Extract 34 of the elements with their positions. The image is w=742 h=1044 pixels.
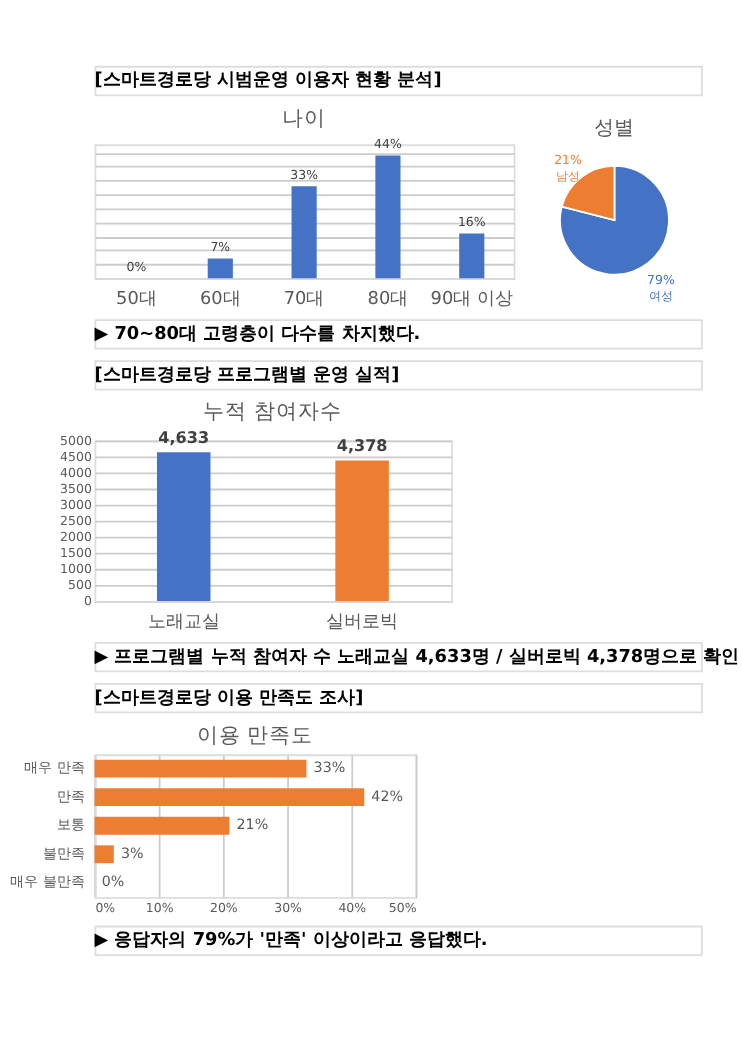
y-tick-label: 만족 <box>56 786 85 805</box>
text: [스마트경로당 프로그램별 운영 실적] <box>94 365 400 386</box>
data-label: 21% <box>236 815 269 834</box>
text: ▶ 프로그램별 누적 참여자 수 노래교실 4,633명 / 실버로빅 4,378명으로 확인 <box>94 647 740 668</box>
x-tick-label: 실버로빅 <box>326 612 399 633</box>
data-label: 4,378 <box>336 437 389 456</box>
y-tick-label: 매우 만족 <box>24 758 85 777</box>
bar <box>207 258 233 279</box>
chart-title: 나이 <box>282 105 327 132</box>
x-tick-label: 노래교실 <box>147 612 220 633</box>
data-label: 33% <box>313 758 346 777</box>
text: ▶ 70~80대 고령층이 다수를 차지했다. <box>94 324 421 345</box>
chart-title: 이용 만족도 <box>196 721 314 748</box>
bar <box>291 186 317 279</box>
chart-title: 누적 참여자수 <box>203 398 343 425</box>
y-tick-label: 불만족 <box>42 843 85 862</box>
data-label: 0% <box>101 872 125 891</box>
bar <box>459 233 485 279</box>
text: ▶ 응답자의 79%가 '만족' 이상이라고 응답했다. <box>94 931 488 952</box>
x-tick-label: 50대 <box>116 289 157 310</box>
x-tick-label: 60대 <box>199 289 241 310</box>
bar <box>375 155 401 279</box>
y-tick-label: 보통 <box>56 815 85 834</box>
text: [스마트경로당 시범운영 이용자 현황 분석] <box>94 71 442 92</box>
text: [스마트경로당 이용 만족도 조사] <box>94 688 364 709</box>
data-label: 42% <box>371 786 404 805</box>
y-tick-label: 매우 불만족 <box>10 872 85 891</box>
data-label: 4,633 <box>158 429 210 448</box>
chart-title: 성별 <box>594 117 635 140</box>
data-label: 3% <box>120 843 144 862</box>
pie-slice <box>559 164 670 276</box>
x-tick-label: 80대 <box>367 289 409 310</box>
x-tick-label: 90대 이상 <box>430 289 513 310</box>
x-tick-label: 70대 <box>283 289 325 310</box>
